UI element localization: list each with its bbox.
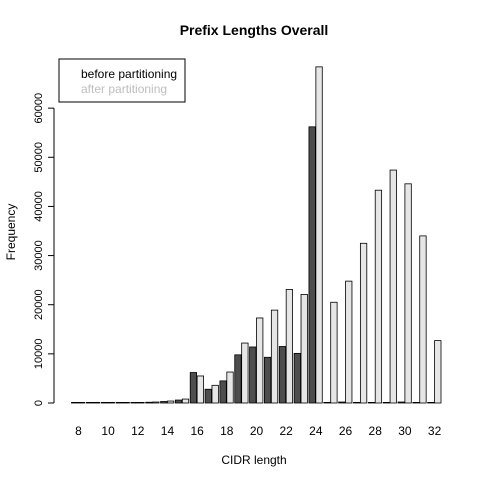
y-tick-label: 60000	[33, 93, 45, 124]
y-axis-label: Frequency	[4, 204, 18, 261]
y-tick-label: 10000	[33, 339, 45, 370]
bar-before-26	[338, 401, 346, 404]
bar-before-18	[219, 380, 227, 404]
bar-after-9	[92, 401, 101, 404]
bar-after-22	[285, 289, 293, 404]
x-tick-label: 10	[101, 424, 115, 438]
x-tick-label: 30	[398, 424, 412, 438]
bar-before-17	[204, 388, 212, 404]
bars-group	[71, 66, 442, 404]
bar-after-12	[137, 401, 145, 404]
bar-after-32	[434, 340, 442, 404]
bar-before-23	[293, 352, 301, 404]
bar-after-17	[211, 384, 219, 404]
bar-before-27	[353, 401, 361, 404]
y-axis: 0 10000 20000 30000 40000 50000 60000	[33, 93, 55, 406]
bar-before-10	[100, 401, 109, 404]
bar-before-14	[160, 401, 168, 404]
x-tick-label: 14	[161, 424, 175, 438]
legend-entry-before: before partitioning	[81, 67, 177, 81]
y-tick-label: 0	[33, 400, 45, 406]
bar-before-29	[382, 401, 390, 404]
x-tick-label: 26	[339, 424, 353, 438]
bar-after-31	[419, 235, 427, 404]
bar-after-14	[167, 400, 175, 404]
bar-before-19	[234, 354, 242, 404]
bar-before-11	[115, 401, 123, 404]
bar-before-31	[412, 401, 420, 404]
bar-after-11	[122, 401, 130, 404]
x-tick-label: 12	[131, 424, 145, 438]
y-tick-label: 50000	[33, 142, 45, 173]
chart-title: Prefix Lengths Overall	[180, 22, 329, 38]
bar-after-15	[181, 398, 190, 404]
bar-after-25	[330, 301, 338, 404]
bar-after-28	[374, 189, 383, 404]
bar-before-24	[308, 126, 316, 404]
legend-entry-after: after partitioning	[81, 82, 167, 96]
legend: before partitioning after partitioning	[58, 58, 186, 103]
bar-after-26	[345, 280, 353, 404]
bar-before-30	[397, 401, 405, 404]
bar-before-16	[189, 372, 198, 404]
bar-after-30	[404, 183, 412, 404]
bar-before-21	[264, 356, 272, 404]
bar-after-19	[241, 342, 249, 404]
x-tick-label: 22	[280, 424, 294, 438]
x-tick-label: 32	[428, 424, 442, 438]
y-tick-label: 40000	[33, 191, 45, 222]
bar-after-18	[226, 371, 234, 404]
bar-before-8	[71, 401, 79, 404]
bar-after-29	[389, 169, 397, 404]
x-axis-ticks: 8 10 12 14 16 18 20 22 24 26 28 30 32	[75, 424, 441, 438]
bar-before-12	[130, 401, 138, 404]
x-tick-label: 24	[309, 424, 323, 438]
bar-before-9	[85, 401, 94, 404]
bar-before-25	[323, 401, 331, 404]
x-tick-label: 18	[220, 424, 234, 438]
legend-box	[58, 58, 186, 103]
bar-before-28	[367, 401, 376, 404]
y-tick-label: 20000	[33, 289, 45, 320]
bar-before-13	[145, 401, 153, 404]
bar-after-27	[359, 242, 368, 404]
bar-before-32	[427, 401, 435, 404]
bar-after-20	[256, 317, 264, 404]
bar-before-22	[278, 346, 287, 404]
bar-after-21	[270, 309, 279, 404]
bar-before-15	[174, 399, 183, 404]
bar-after-24	[315, 66, 323, 404]
bar-after-23	[300, 293, 308, 404]
x-tick-label: 16	[190, 424, 204, 438]
x-tick-label: 20	[250, 424, 264, 438]
x-tick-label: 28	[369, 424, 383, 438]
bar-before-20	[249, 346, 257, 404]
bar-after-10	[107, 401, 115, 404]
bar-after-16	[196, 375, 204, 404]
x-axis-label: CIDR length	[221, 453, 286, 467]
y-tick-label: 30000	[33, 240, 45, 271]
bar-after-13	[152, 401, 160, 404]
x-tick-label: 8	[75, 424, 82, 438]
bar-after-8	[78, 401, 86, 404]
